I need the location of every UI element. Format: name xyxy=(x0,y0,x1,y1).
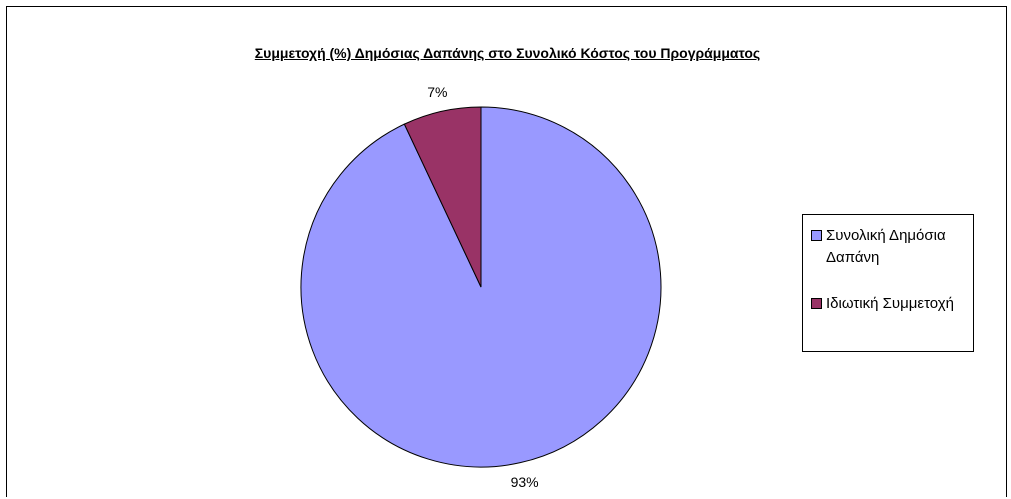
legend-label-public: Συνολική Δημόσια Δαπάνη xyxy=(826,227,946,266)
legend-item-private: Ιδιωτική Συμμετοχή xyxy=(811,293,976,315)
chart-title: Συμμετοχή (%) Δημόσιας Δαπάνης στο Συνολ… xyxy=(254,45,761,61)
legend-label-private: Ιδιωτική Συμμετοχή xyxy=(826,295,954,312)
legend: Συνολική Δημόσια Δαπάνη Ιδιωτική Συμμετο… xyxy=(802,214,974,352)
legend-swatch-private xyxy=(811,298,822,309)
chart-area: Συμμετοχή (%) Δημόσιας Δαπάνης στο Συνολ… xyxy=(6,6,1007,497)
data-label-1: 7% xyxy=(427,84,447,100)
legend-item-public: Συνολική Δημόσια Δαπάνη xyxy=(811,225,976,269)
data-label-0: 93% xyxy=(511,474,539,490)
pie-slice-1 xyxy=(403,106,482,288)
pie-chart: 93% 7% xyxy=(300,84,662,490)
legend-swatch-public xyxy=(811,230,822,241)
